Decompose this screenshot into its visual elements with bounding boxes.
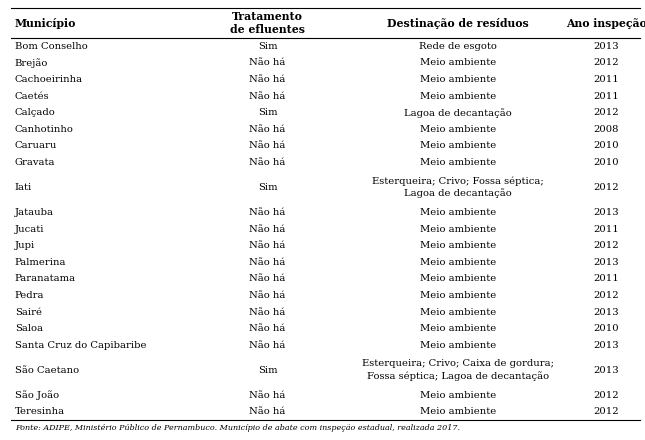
Text: 2010: 2010: [593, 324, 619, 333]
Text: Meio ambiente: Meio ambiente: [420, 75, 496, 84]
Text: 2011: 2011: [593, 274, 619, 283]
Text: 2013: 2013: [593, 308, 619, 316]
Text: Fonte: ADIPE, Ministério Público de Pernambuco. Município de abate com inspeção : Fonte: ADIPE, Ministério Público de Pern…: [15, 424, 460, 432]
Text: Não há: Não há: [250, 324, 286, 333]
Text: Sim: Sim: [258, 366, 277, 375]
Text: Sairé: Sairé: [15, 308, 42, 316]
Text: Não há: Não há: [250, 92, 286, 101]
Text: Não há: Não há: [250, 125, 286, 134]
Text: Pedra: Pedra: [15, 291, 45, 300]
Text: Canhotinho: Canhotinho: [15, 125, 74, 134]
Text: Saloa: Saloa: [15, 324, 43, 333]
Text: Não há: Não há: [250, 341, 286, 350]
Text: Tratamento
de efluentes: Tratamento de efluentes: [230, 11, 305, 35]
Text: Não há: Não há: [250, 391, 286, 400]
Text: 2011: 2011: [593, 92, 619, 101]
Text: Jupi: Jupi: [15, 241, 35, 250]
Text: São João: São João: [15, 390, 59, 400]
Text: Esterqueira; Crivo; Fossa séptica;
Lagoa de decantação: Esterqueira; Crivo; Fossa séptica; Lagoa…: [372, 176, 544, 198]
Text: Não há: Não há: [250, 141, 286, 150]
Text: Meio ambiente: Meio ambiente: [420, 391, 496, 400]
Text: Meio ambiente: Meio ambiente: [420, 241, 496, 250]
Text: Meio ambiente: Meio ambiente: [420, 158, 496, 167]
Text: Meio ambiente: Meio ambiente: [420, 59, 496, 67]
Text: 2012: 2012: [593, 183, 619, 192]
Text: Não há: Não há: [250, 291, 286, 300]
Text: Sim: Sim: [258, 42, 277, 51]
Text: Não há: Não há: [250, 241, 286, 250]
Text: 2010: 2010: [593, 158, 619, 167]
Text: Gravata: Gravata: [15, 158, 55, 167]
Text: Meio ambiente: Meio ambiente: [420, 224, 496, 234]
Text: Meio ambiente: Meio ambiente: [420, 291, 496, 300]
Text: Iati: Iati: [15, 183, 32, 192]
Text: Não há: Não há: [250, 407, 286, 416]
Text: Esterqueira; Crivo; Caixa de gordura;
Fossa séptica; Lagoa de decantação: Esterqueira; Crivo; Caixa de gordura; Fo…: [362, 359, 554, 381]
Text: Destinação de resíduos: Destinação de resíduos: [387, 18, 529, 29]
Text: Caruaru: Caruaru: [15, 141, 57, 150]
Text: Não há: Não há: [250, 274, 286, 283]
Text: 2012: 2012: [593, 407, 619, 416]
Text: Palmerina: Palmerina: [15, 258, 66, 267]
Text: Não há: Não há: [250, 158, 286, 167]
Text: Jatauba: Jatauba: [15, 208, 54, 217]
Text: Ano inspeção: Ano inspeção: [566, 18, 645, 29]
Text: 2013: 2013: [593, 42, 619, 51]
Text: 2011: 2011: [593, 224, 619, 234]
Text: 2010: 2010: [593, 141, 619, 150]
Text: Jucati: Jucati: [15, 224, 45, 234]
Text: 2013: 2013: [593, 258, 619, 267]
Text: Não há: Não há: [250, 308, 286, 316]
Text: 2013: 2013: [593, 208, 619, 217]
Text: Lagoa de decantação: Lagoa de decantação: [404, 108, 512, 117]
Text: Município: Município: [15, 18, 76, 29]
Text: Sim: Sim: [258, 108, 277, 117]
Text: 2012: 2012: [593, 291, 619, 300]
Text: Meio ambiente: Meio ambiente: [420, 274, 496, 283]
Text: Meio ambiente: Meio ambiente: [420, 407, 496, 416]
Text: 2012: 2012: [593, 391, 619, 400]
Text: 2008: 2008: [593, 125, 619, 134]
Text: 2012: 2012: [593, 59, 619, 67]
Text: Não há: Não há: [250, 258, 286, 267]
Text: Brejão: Brejão: [15, 58, 48, 68]
Text: 2013: 2013: [593, 341, 619, 350]
Text: 2012: 2012: [593, 241, 619, 250]
Text: Santa Cruz do Capibaribe: Santa Cruz do Capibaribe: [15, 341, 146, 350]
Text: 2013: 2013: [593, 366, 619, 375]
Text: Meio ambiente: Meio ambiente: [420, 258, 496, 267]
Text: Não há: Não há: [250, 224, 286, 234]
Text: Não há: Não há: [250, 59, 286, 67]
Text: Teresinha: Teresinha: [15, 407, 65, 416]
Text: 2012: 2012: [593, 108, 619, 117]
Text: 2011: 2011: [593, 75, 619, 84]
Text: Bom Conselho: Bom Conselho: [15, 42, 88, 51]
Text: Paranatama: Paranatama: [15, 274, 76, 283]
Text: Meio ambiente: Meio ambiente: [420, 208, 496, 217]
Text: Meio ambiente: Meio ambiente: [420, 341, 496, 350]
Text: Calçado: Calçado: [15, 108, 55, 117]
Text: Meio ambiente: Meio ambiente: [420, 308, 496, 316]
Text: São Caetano: São Caetano: [15, 366, 79, 375]
Text: Meio ambiente: Meio ambiente: [420, 92, 496, 101]
Text: Caetés: Caetés: [15, 92, 50, 101]
Text: Meio ambiente: Meio ambiente: [420, 125, 496, 134]
Text: Não há: Não há: [250, 75, 286, 84]
Text: Rede de esgoto: Rede de esgoto: [419, 42, 497, 51]
Text: Meio ambiente: Meio ambiente: [420, 141, 496, 150]
Text: Sim: Sim: [258, 183, 277, 192]
Text: Cachoeirinha: Cachoeirinha: [15, 75, 83, 84]
Text: Não há: Não há: [250, 208, 286, 217]
Text: Meio ambiente: Meio ambiente: [420, 324, 496, 333]
